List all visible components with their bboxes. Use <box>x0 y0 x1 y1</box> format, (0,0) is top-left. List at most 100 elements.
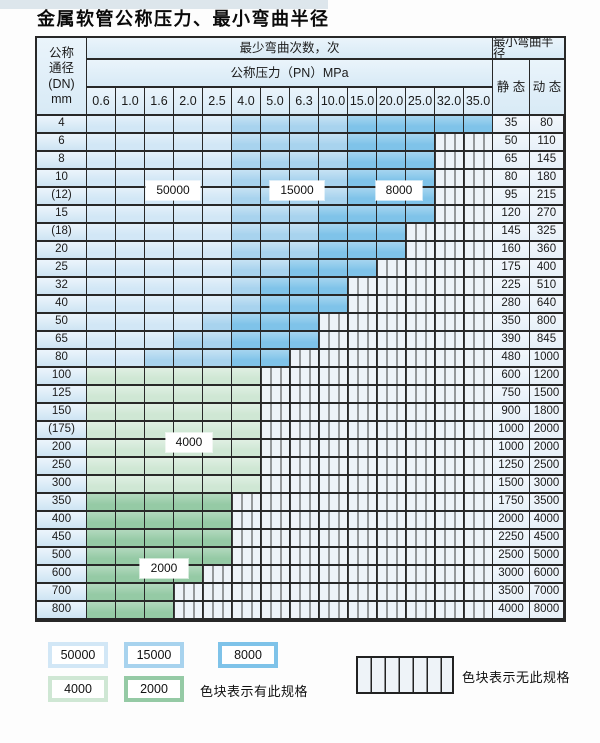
cycles-4000-cell <box>203 368 232 386</box>
cycles-8000-cell <box>290 332 319 350</box>
no-spec-hatch-cell <box>435 314 464 332</box>
table-header: 公称 通径 (DN) mm 最少弯曲次数，次 最小弯曲半径 公称压力（PN）MPa 静… <box>37 38 564 116</box>
cycles-50000-cell <box>174 134 203 152</box>
no-spec-hatch-cell <box>406 566 435 584</box>
dn-cell: 20 <box>37 242 87 260</box>
cycles-15000-cell <box>290 116 319 134</box>
no-spec-hatch-cell <box>377 512 406 530</box>
cycles-4000-cell <box>145 458 174 476</box>
cycles-50000-cell <box>203 134 232 152</box>
cycles-50000-cell <box>87 242 116 260</box>
no-spec-hatch-cell <box>348 422 377 440</box>
no-spec-hatch-cell <box>348 458 377 476</box>
cycles-2000-cell <box>174 512 203 530</box>
no-spec-hatch-cell <box>377 314 406 332</box>
cycles-50000-cell <box>87 188 116 206</box>
no-spec-hatch-cell <box>464 350 493 368</box>
static-radius-cell: 145 <box>493 224 530 242</box>
cycles-15000-cell <box>319 170 348 188</box>
cycles-15000-cell <box>232 260 261 278</box>
cycles-4000-cell <box>174 368 203 386</box>
no-spec-hatch-cell <box>435 422 464 440</box>
cycles-4000-cell <box>174 404 203 422</box>
static-radius-cell: 65 <box>493 152 530 170</box>
cycles-8000-cell <box>261 350 290 368</box>
cycles-4000-cell <box>116 458 145 476</box>
cycles-50000-cell <box>116 332 145 350</box>
scan-edge-artifact <box>0 0 328 9</box>
no-spec-hatch-cell <box>435 350 464 368</box>
no-spec-hatch-cell <box>377 458 406 476</box>
dn-cell: 350 <box>37 494 87 512</box>
static-radius-cell: 390 <box>493 332 530 350</box>
spec-table: 公称 通径 (DN) mm 最少弯曲次数，次 最小弯曲半径 公称压力（PN）MPa 静… <box>35 36 566 622</box>
no-spec-hatch-cell <box>348 476 377 494</box>
no-spec-hatch-cell <box>377 422 406 440</box>
dn-header-line: 公称 <box>48 45 74 60</box>
no-spec-hatch-cell <box>319 584 348 602</box>
bend-cycles-region-label: 4000 <box>166 432 212 452</box>
cycles-8000-cell <box>377 242 406 260</box>
legend-available-label: 色块表示有此规格 <box>200 684 309 699</box>
no-spec-hatch-cell <box>435 134 464 152</box>
cycles-4000-cell <box>232 440 261 458</box>
no-spec-hatch-cell <box>319 458 348 476</box>
pressure-column-header: 0.6 <box>87 88 116 116</box>
no-spec-hatch-cell <box>464 584 493 602</box>
dn-cell: 450 <box>37 530 87 548</box>
static-radius-cell: 175 <box>493 260 530 278</box>
cycles-4000-cell <box>116 386 145 404</box>
no-spec-hatch-cell <box>464 386 493 404</box>
cycles-50000-cell <box>145 206 174 224</box>
cycles-15000-cell <box>232 242 261 260</box>
static-radius-cell: 35 <box>493 116 530 134</box>
cycles-4000-cell <box>87 422 116 440</box>
no-spec-hatch-cell <box>290 404 319 422</box>
dynamic-radius-cell: 2000 <box>530 422 564 440</box>
cycles-2000-cell <box>145 602 174 620</box>
cycles-15000-cell <box>290 134 319 152</box>
cycles-8000-cell <box>348 242 377 260</box>
no-spec-hatch-cell <box>435 224 464 242</box>
cycles-15000-cell <box>319 116 348 134</box>
no-spec-hatch-cell <box>435 548 464 566</box>
cycles-50000-cell <box>87 314 116 332</box>
no-spec-hatch-cell <box>406 386 435 404</box>
no-spec-hatch-cell <box>290 584 319 602</box>
cycles-50000-cell <box>87 296 116 314</box>
no-spec-hatch-cell <box>377 350 406 368</box>
no-spec-hatch-cell <box>464 476 493 494</box>
cycles-15000-cell <box>203 314 232 332</box>
pressure-column-header: 32.0 <box>435 88 464 116</box>
cycles-4000-cell <box>87 368 116 386</box>
dn-cell: 50 <box>37 314 87 332</box>
dn-header-line: 通径 <box>48 61 74 75</box>
no-spec-hatch-cell <box>435 512 464 530</box>
dynamic-radius-cell: 145 <box>530 152 564 170</box>
cycles-8000-cell <box>348 224 377 242</box>
legend-unavailable-label: 色块表示无此规格 <box>462 670 571 685</box>
page-title: 金属软管公称压力、最小弯曲半径 <box>37 9 330 30</box>
no-spec-hatch-cell <box>377 566 406 584</box>
bend-cycles-region-label: 2000 <box>140 558 188 578</box>
no-spec-hatch-cell <box>348 440 377 458</box>
no-spec-hatch-cell <box>435 494 464 512</box>
no-spec-hatch-cell <box>435 152 464 170</box>
cycles-15000-cell <box>203 350 232 368</box>
dynamic-radius-cell: 1000 <box>530 350 564 368</box>
cycles-4000-cell <box>203 404 232 422</box>
pressure-column-header: 5.0 <box>261 88 290 116</box>
static-radius-cell: 50 <box>493 134 530 152</box>
dn-cell: 125 <box>37 386 87 404</box>
dynamic-radius-cell: 80 <box>530 116 564 134</box>
bend-radius-header: 最小弯曲半径 <box>493 38 564 60</box>
pressure-column-header: 4.0 <box>232 88 261 116</box>
cycles-50000-cell <box>145 134 174 152</box>
pressure-column-header: 25.0 <box>406 88 435 116</box>
cycles-15000-cell <box>232 206 261 224</box>
cycles-8000-cell <box>261 314 290 332</box>
no-spec-hatch-cell <box>464 566 493 584</box>
legend-swatch-value: 8000 <box>222 646 274 664</box>
cycles-2000-cell <box>116 512 145 530</box>
cycles-15000-cell <box>232 152 261 170</box>
